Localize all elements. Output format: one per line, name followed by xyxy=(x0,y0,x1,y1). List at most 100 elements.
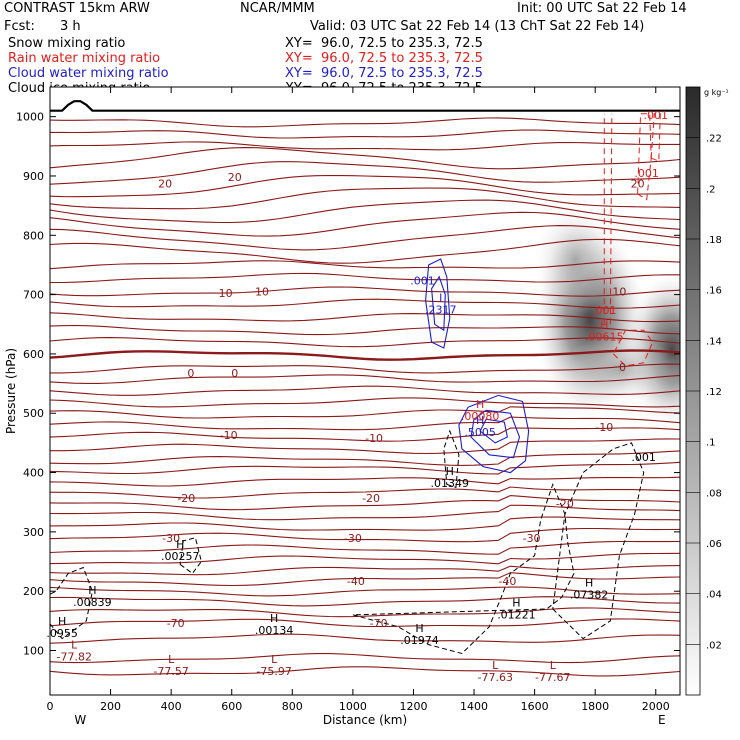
isotherm-line xyxy=(50,238,680,264)
cloud-ice-contour xyxy=(50,566,93,640)
isotherm-label: -20 xyxy=(362,492,380,505)
isotherm-line xyxy=(50,618,680,628)
isotherm-label: -70 xyxy=(167,617,185,630)
west-label: W xyxy=(74,713,86,727)
isotherm-label: -30 xyxy=(523,532,541,545)
y-tick-label: 900 xyxy=(23,170,44,183)
y-tick-label: 600 xyxy=(23,348,44,361)
isotherm-label: -30 xyxy=(162,532,180,545)
isotherm-line xyxy=(50,572,680,587)
isotherm-line xyxy=(50,607,680,618)
colorbar-tick-label: .14 xyxy=(706,336,722,347)
colorbar-tick-label: .2 xyxy=(706,184,716,195)
x-tick-label: 1200 xyxy=(399,700,427,713)
isotherm-label: -40 xyxy=(498,575,516,588)
extremum-marker: H xyxy=(176,538,184,551)
isotherm-line xyxy=(50,211,680,237)
x-tick-label: 1400 xyxy=(460,700,488,713)
isotherm-line xyxy=(50,147,680,170)
contour-label: .001 xyxy=(644,109,669,122)
isotherm-line xyxy=(50,272,680,284)
x-tick-label: 200 xyxy=(100,700,121,713)
colorbar-tick-label: .06 xyxy=(706,539,722,550)
isotherm-line xyxy=(50,187,680,210)
y-tick-label: 800 xyxy=(23,229,44,242)
y-tick-label: 700 xyxy=(23,289,44,302)
x-tick-label: 400 xyxy=(161,700,182,713)
extremum-marker: H xyxy=(270,612,278,625)
cloud-water-contour xyxy=(470,409,521,459)
cloud-ice-contour xyxy=(552,442,645,640)
isotherm-line xyxy=(50,504,680,521)
isotherm-line xyxy=(50,586,680,597)
y-tick-label: 300 xyxy=(23,526,44,539)
fcst-label: Fcst: xyxy=(4,19,35,34)
isotherm-line xyxy=(50,427,680,442)
extremum-value: -77.63 xyxy=(478,671,513,684)
x-tick-label: 0 xyxy=(47,700,54,713)
isotherm-line xyxy=(50,260,680,270)
isotherm-label: -70 xyxy=(370,617,388,630)
isotherm-line xyxy=(50,450,680,466)
colorbar-tick-label: .16 xyxy=(706,286,722,297)
extremum-marker: L xyxy=(71,639,78,652)
y-tick-label: 200 xyxy=(23,585,44,598)
rain-water-contour xyxy=(612,329,654,367)
isotherm-label: 0 xyxy=(187,367,194,380)
isotherm-line xyxy=(50,349,680,361)
isotherm-line xyxy=(50,416,680,431)
field-snow-xy: XY= 96.0, 72.5 to 235.3, 72.5 xyxy=(285,36,483,51)
isotherm-label: 0 xyxy=(619,361,626,374)
y-tick-label: 500 xyxy=(23,407,44,420)
isotherm-line xyxy=(50,438,680,455)
colorbar-tick-label: .12 xyxy=(706,387,722,398)
isotherm-label: -20 xyxy=(556,497,574,510)
isotherm-label: -20 xyxy=(177,492,195,505)
colorbar-tick-label: .1 xyxy=(706,438,716,449)
isotherm-line xyxy=(50,374,680,384)
field-rain-xy: XY= 96.0, 72.5 to 235.3, 72.5 xyxy=(285,51,483,66)
isotherm-line xyxy=(50,516,680,531)
isotherm-label: 10 xyxy=(255,286,269,299)
isotherm-label: 10 xyxy=(612,286,626,299)
extremum-marker: H xyxy=(585,576,593,589)
colorbar-tick-label: .04 xyxy=(706,590,722,601)
init-time: Init: 00 UTC Sat 22 Feb 14 xyxy=(517,1,687,16)
extremum-marker: H xyxy=(476,398,484,411)
isotherm-line xyxy=(50,141,680,151)
extremum-value: .5005 xyxy=(464,426,496,439)
isotherm-line xyxy=(50,312,680,323)
extremum-value: .01349 xyxy=(431,477,470,490)
extremum-value: .00615 xyxy=(585,330,624,343)
x-tick-label: 1800 xyxy=(581,700,609,713)
field-cloudwater-name: Cloud water mixing ratio xyxy=(8,66,169,81)
isotherm-line xyxy=(50,461,680,475)
isotherm-label: -40 xyxy=(347,575,365,588)
isotherm-line xyxy=(50,324,680,336)
isotherm-line xyxy=(50,286,680,297)
extremum-value: .00080 xyxy=(461,410,500,423)
extremum-value: .00839 xyxy=(73,596,112,609)
extremum-value: .00257 xyxy=(161,550,200,563)
isotherm-label: -10 xyxy=(220,429,238,442)
isotherm-line xyxy=(50,633,680,644)
cloud-ice-contour xyxy=(352,482,575,655)
extremum-value: -77.82 xyxy=(56,651,91,664)
colorbar-tick-label: .18 xyxy=(706,235,722,246)
isotherm-line xyxy=(50,552,680,565)
isotherm-label: -10 xyxy=(365,432,383,445)
y-tick-label: 400 xyxy=(23,467,44,480)
colorbar-tick-label: .22 xyxy=(706,134,722,145)
cloud-water-contour xyxy=(431,275,446,332)
cloud-ice-contour xyxy=(443,429,460,489)
isotherm-line xyxy=(50,337,680,348)
isotherm-line xyxy=(50,298,680,309)
fcst-value: 3 h xyxy=(60,19,81,34)
extremum-value: .0955 xyxy=(46,627,78,640)
contour-label: .001 xyxy=(592,304,617,317)
isotherm-line xyxy=(50,596,680,607)
extremum-marker: L xyxy=(271,653,278,666)
isotherm-label: 20 xyxy=(158,178,172,191)
contour-label: .001 xyxy=(410,274,435,287)
